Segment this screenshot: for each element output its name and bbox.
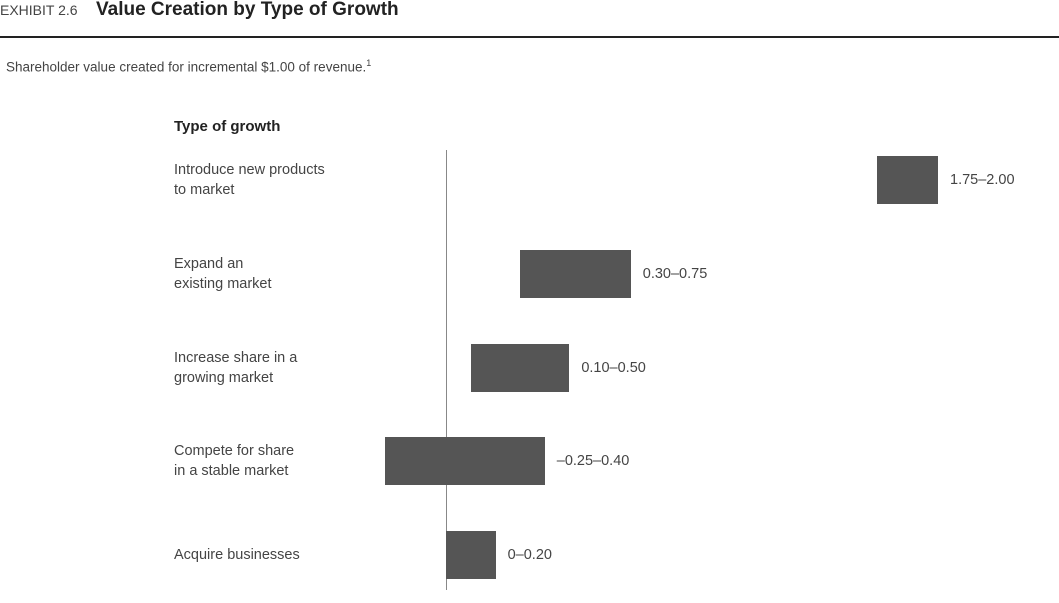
chart-title: Value Creation by Type of Growth bbox=[96, 0, 399, 20]
category-label: Expand an existing market bbox=[174, 255, 272, 292]
value-label: 0.30–0.75 bbox=[642, 265, 708, 282]
subtitle: Shareholder value created for incrementa… bbox=[6, 59, 367, 75]
subtitle-line: Shareholder value created for incrementa… bbox=[6, 58, 371, 75]
bar bbox=[385, 437, 545, 486]
category-label: Acquire businesses bbox=[174, 547, 300, 563]
value-label: 0.10–0.50 bbox=[581, 359, 646, 376]
header-rule bbox=[0, 36, 1059, 38]
value-label: 1.75–2.00 bbox=[950, 172, 1015, 188]
bar bbox=[876, 156, 938, 204]
exhibit-label: EXHIBIT 2.6 bbox=[0, 2, 78, 18]
footnote-marker: 1 bbox=[366, 58, 372, 68]
bar bbox=[446, 531, 496, 579]
category-label: Compete for share in a stable market bbox=[174, 443, 295, 480]
category-label: Introduce new products to market bbox=[174, 162, 325, 198]
value-label: 0–0.20 bbox=[507, 547, 552, 563]
bar bbox=[520, 249, 631, 298]
value-label: –0.25–0.40 bbox=[556, 453, 630, 470]
y-axis-label: Type of growth bbox=[174, 118, 281, 135]
bar bbox=[471, 343, 570, 392]
category-label: Increase share in a growing market bbox=[174, 349, 298, 386]
zero-line bbox=[446, 150, 448, 590]
